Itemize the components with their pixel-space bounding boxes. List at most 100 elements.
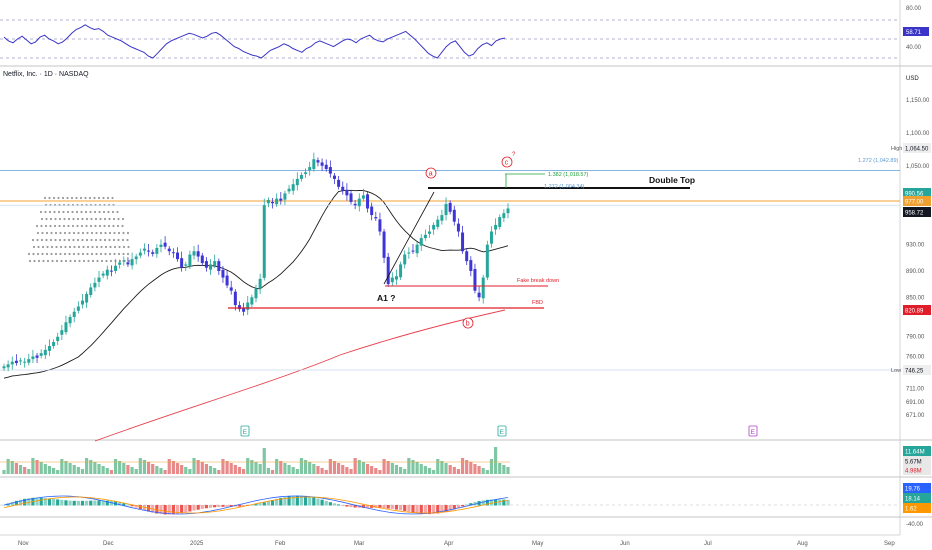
profile-dot bbox=[63, 252, 67, 256]
volume-bar bbox=[361, 462, 366, 474]
candle-body bbox=[403, 254, 407, 265]
profile-dot bbox=[50, 245, 54, 249]
candle-body bbox=[122, 260, 126, 262]
profile-dot bbox=[118, 245, 121, 249]
candle-body bbox=[114, 265, 118, 271]
macd-histogram-bar bbox=[118, 502, 122, 506]
volume-label-2: 5.67M bbox=[905, 460, 922, 466]
rsi-value-label: 58.71 bbox=[906, 30, 922, 36]
candle-body bbox=[390, 277, 394, 283]
candle-body bbox=[237, 305, 241, 310]
volume-label-3-box bbox=[903, 465, 931, 475]
macd-histogram-bar bbox=[415, 505, 419, 514]
macd-histogram-bar bbox=[27, 498, 31, 506]
macd-histogram-bar bbox=[283, 496, 287, 506]
profile-dot bbox=[48, 196, 51, 200]
volume-bar bbox=[452, 467, 456, 474]
earnings-marker[interactable] bbox=[748, 425, 758, 437]
profile-dot bbox=[108, 231, 112, 235]
macd-histogram-bar bbox=[361, 505, 366, 508]
candle-body bbox=[506, 208, 510, 214]
macd-histogram-bar bbox=[328, 502, 332, 506]
macd-histogram-bar bbox=[481, 500, 485, 506]
candle-body bbox=[304, 172, 308, 174]
profile-dot bbox=[72, 231, 76, 235]
profile-dot bbox=[108, 238, 111, 242]
profile-dot bbox=[126, 231, 130, 235]
candle-body bbox=[489, 231, 493, 244]
price-tick: 890.00 bbox=[906, 269, 925, 275]
profile-dot bbox=[99, 252, 103, 256]
macd-histogram-bar bbox=[266, 501, 270, 506]
candle-body bbox=[498, 217, 502, 227]
profile-dot bbox=[97, 196, 101, 200]
macd-histogram-bar bbox=[423, 505, 427, 515]
volume-bar bbox=[270, 470, 275, 474]
macd-histogram-bar bbox=[485, 499, 489, 506]
profile-dot bbox=[41, 252, 44, 256]
profile-dot bbox=[81, 231, 85, 235]
volume-bar bbox=[51, 468, 56, 474]
profile-dot bbox=[107, 224, 111, 228]
macd-histogram-bar bbox=[378, 505, 382, 509]
profile-dot bbox=[49, 238, 53, 242]
macd-histogram-bar bbox=[225, 505, 229, 507]
candle-body bbox=[72, 311, 76, 318]
price-tick: 1,050.00 bbox=[906, 164, 930, 170]
earnings-marker[interactable] bbox=[497, 425, 507, 437]
volume-bar bbox=[258, 464, 262, 474]
profile-dot bbox=[99, 217, 102, 221]
volume-bar bbox=[299, 458, 304, 474]
profile-dot bbox=[36, 231, 40, 235]
volume-bar bbox=[394, 465, 399, 474]
profile-dot bbox=[76, 238, 80, 242]
volume-bar bbox=[155, 466, 159, 474]
macd-histogram-bar bbox=[382, 505, 386, 509]
profile-dot bbox=[82, 245, 85, 249]
volume-bar bbox=[229, 463, 233, 474]
candle-body bbox=[320, 162, 324, 166]
candle-body bbox=[93, 282, 97, 288]
macd-histogram-bar bbox=[2, 505, 6, 506]
candle-body bbox=[419, 238, 423, 246]
profile-dot bbox=[72, 217, 75, 221]
macd-histogram-bar bbox=[208, 505, 213, 508]
candle-body bbox=[242, 308, 246, 312]
candle-body bbox=[283, 193, 287, 200]
rsi-value-box bbox=[903, 27, 929, 36]
macd-histogram-bar bbox=[204, 505, 209, 509]
sma-price-label-box bbox=[903, 196, 931, 206]
price-tick: 930.00 bbox=[906, 243, 925, 249]
candle-body bbox=[97, 277, 101, 282]
macd-histogram-bar bbox=[353, 505, 357, 508]
high-price-label-box bbox=[903, 143, 931, 153]
macd-label-1-box bbox=[903, 483, 931, 493]
macd-histogram-bar bbox=[386, 505, 390, 509]
profile-dot bbox=[43, 196, 47, 200]
volume-bar bbox=[208, 466, 213, 474]
macd-histogram-bar bbox=[85, 500, 89, 506]
profile-dot bbox=[53, 210, 56, 214]
candle-body bbox=[399, 264, 403, 278]
prev-close-label: 958.72 bbox=[905, 211, 924, 217]
candle-body bbox=[10, 361, 14, 365]
profile-dot bbox=[103, 238, 107, 242]
macd-histogram-bar bbox=[460, 505, 465, 507]
volume-bar bbox=[6, 459, 10, 474]
macd-histogram-bar bbox=[213, 505, 217, 508]
volume-bar bbox=[85, 458, 89, 474]
candle-body bbox=[254, 288, 258, 299]
profile-dot bbox=[93, 210, 97, 214]
volume-bar bbox=[35, 460, 39, 474]
volume-bar bbox=[287, 465, 291, 474]
volume-bar bbox=[427, 468, 432, 474]
volume-bar bbox=[93, 462, 97, 474]
candle-body bbox=[171, 252, 175, 254]
candle-body bbox=[287, 188, 291, 192]
profile-dot bbox=[59, 231, 62, 235]
earnings-marker[interactable] bbox=[240, 425, 250, 437]
volume-bar bbox=[320, 468, 324, 474]
profile-dot bbox=[59, 245, 63, 249]
volume-bar bbox=[419, 464, 423, 474]
candle-body bbox=[39, 353, 43, 356]
